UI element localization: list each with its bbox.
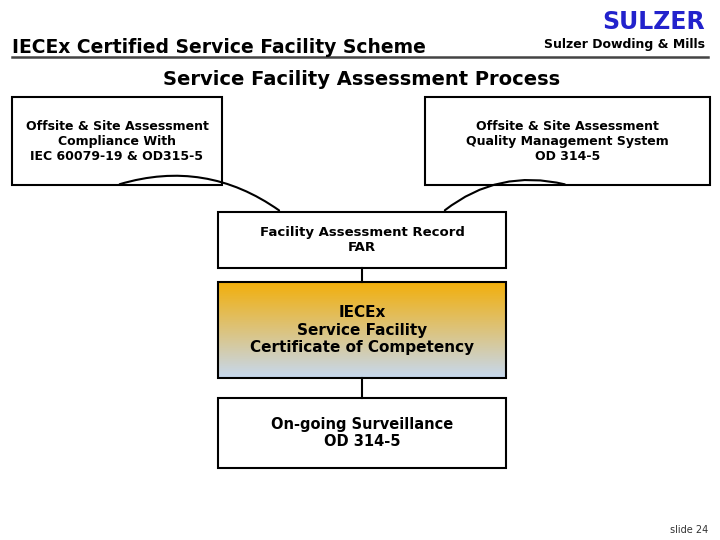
Text: Service Facility Assessment Process: Service Facility Assessment Process [163, 70, 561, 89]
Text: SULZER: SULZER [603, 10, 705, 34]
FancyBboxPatch shape [218, 212, 506, 268]
FancyBboxPatch shape [218, 398, 506, 468]
Text: On-going Surveillance
OD 314-5: On-going Surveillance OD 314-5 [271, 417, 453, 449]
Text: Facility Assessment Record
FAR: Facility Assessment Record FAR [260, 226, 464, 254]
Text: IECEx
Service Facility
Certificate of Competency: IECEx Service Facility Certificate of Co… [250, 305, 474, 355]
Text: slide 24: slide 24 [670, 525, 708, 535]
Text: Offsite & Site Assessment
Quality Management System
OD 314-5: Offsite & Site Assessment Quality Manage… [466, 119, 669, 163]
Text: IECEx Certified Service Facility Scheme: IECEx Certified Service Facility Scheme [12, 38, 426, 57]
Text: Offsite & Site Assessment
Compliance With
IEC 60079-19 & OD315-5: Offsite & Site Assessment Compliance Wit… [26, 119, 208, 163]
FancyBboxPatch shape [12, 97, 222, 185]
Text: Sulzer Dowding & Mills: Sulzer Dowding & Mills [544, 38, 705, 51]
FancyBboxPatch shape [425, 97, 710, 185]
